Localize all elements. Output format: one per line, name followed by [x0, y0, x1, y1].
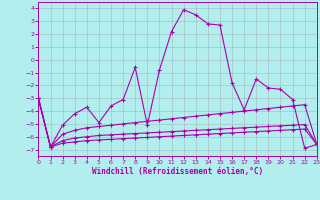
X-axis label: Windchill (Refroidissement éolien,°C): Windchill (Refroidissement éolien,°C) [92, 167, 263, 176]
